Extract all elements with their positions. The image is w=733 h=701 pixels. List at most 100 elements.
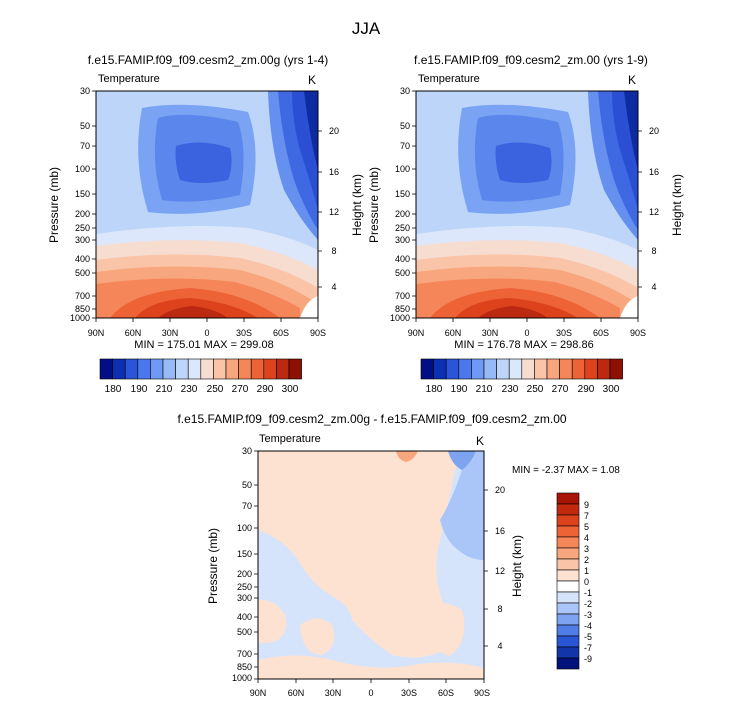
y-tick-labels: 30 50 70 100 150 200 250 300 400 500 700… [390,86,410,323]
colorbar-labels: 180 190 210 230 250 270 290 300 [426,384,620,395]
x-tick-label: 30S [236,328,252,338]
colorbar-swatch [150,358,164,380]
x-tick-label: 30S [556,328,572,338]
x-tick-label: 30N [325,688,342,698]
y-tick-label: 1000 [70,313,90,323]
x-tick-label: 60N [445,328,462,338]
x-tick-label: 60S [593,328,609,338]
colorbar-swatch [556,580,580,593]
y-tick-labels-right: 20 16 12 8 4 [649,126,659,292]
y-axis-label: Pressure (mb) [367,167,381,243]
colorbar-label: 190 [451,384,468,395]
y-tick-label: 300 [395,235,410,245]
colorbar-label: -5 [584,632,592,642]
height-tick-label: 20 [649,126,659,136]
y-tick-label: 200 [237,569,252,579]
colorbar-label: -4 [584,621,592,631]
min-max-stats: MIN = 175.01 MAX = 299.08 [134,339,273,351]
contour-band [396,451,418,462]
x-tick-label: 30S [401,688,417,698]
y-tick-label: 1000 [390,313,410,323]
colorbar-swatch [556,547,580,560]
colorbar-swatch [556,503,580,516]
y-axis-label: Pressure (mb) [206,528,220,604]
colorbar-swatch [483,358,497,380]
panel-title: f.e15.FAMIP.f09_f09.cesm2_zm.00 (yrs 1-9… [414,53,648,67]
panel-units-label: K [476,434,484,448]
y-tick-label: 200 [75,209,90,219]
y-tick-label: 250 [237,582,252,592]
y-tick-labels-right: 20 16 12 8 4 [329,126,339,292]
y-tick-label: 200 [395,209,410,219]
height-tick-label: 16 [329,167,339,177]
y-tick-label: 700 [75,291,90,301]
panel-model-yrs-1-9: f.e15.FAMIP.f09_f09.cesm2_zm.00 (yrs 1-9… [367,53,684,395]
contour-band [624,91,638,170]
y-tick-label: 30 [400,86,410,96]
colorbar-swatch [556,624,580,637]
y-tick-label: 500 [395,268,410,278]
x-tick-label: 0 [524,328,529,338]
colorbar-swatch [508,358,523,380]
colorbar-swatch [263,358,277,380]
colorbar-label: 190 [131,384,148,395]
colorbar-label: 270 [552,384,569,395]
contour-band [478,306,548,318]
colorbar-swatches [556,492,580,670]
y-tick-label: 700 [237,649,252,659]
colorbar-swatch [556,536,580,549]
tick-marks [412,90,642,322]
y-tick-label: 30 [242,446,252,456]
colorbar-swatch [238,358,252,380]
panel-left-label: Temperature [98,73,160,85]
contour-band [175,142,232,183]
y-tick-label: 400 [395,254,410,264]
colorbar-label: 290 [257,384,274,395]
colorbar-label: 3 [584,544,589,554]
panel-title: f.e15.FAMIP.f09_f09.cesm2_zm.00g (yrs 1-… [88,53,329,67]
colorbar-label: 4 [584,533,589,543]
y-tick-labels: 30 50 70 100 150 200 250 300 400 500 700… [70,86,90,323]
colorbar-swatch [556,635,580,648]
y-tick-label: 700 [395,291,410,301]
y-tick-label: 50 [400,121,410,131]
y-tick-label: 850 [237,662,252,672]
colorbar-swatch [112,358,126,380]
contour-field [416,91,638,318]
contour-band [420,603,465,656]
x-tick-label: 0 [368,688,373,698]
x-tick-label: 60N [288,688,305,698]
colorbar-swatch [187,358,202,380]
colorbar-label: -9 [584,654,592,664]
colorbar-swatch [496,358,510,380]
y-tick-labels: 30 50 70 100 150 200 250 300 400 500 700… [232,446,252,683]
contour-band [448,451,476,470]
x-tick-label: 30N [162,328,179,338]
panel-units-label: K [308,73,316,87]
colorbar-swatch [162,358,176,380]
colorbar-label: 0 [584,577,589,587]
y-tick-label: 150 [395,189,410,199]
colorbar-swatch [556,613,580,626]
y-tick-label: 250 [395,223,410,233]
colorbar-label: 210 [476,384,493,395]
y-tick-label: 1000 [232,673,252,683]
panel-model-yrs-1-4: f.e15.FAMIP.f09_f09.cesm2_zm.00g (yrs 1-… [47,53,364,395]
colorbar-swatch [546,358,560,380]
y-axis-label-right: Height (km) [510,535,524,597]
y-tick-label: 500 [75,268,90,278]
colorbar-label: -1 [584,588,592,598]
height-tick-label: 12 [649,207,659,217]
colorbar-swatch [420,358,434,380]
y-tick-labels-right: 20 16 12 8 4 [495,485,505,651]
y-tick-label: 70 [80,141,90,151]
y-tick-label: 30 [80,86,90,96]
colorbar-label: -7 [584,643,592,653]
colorbar-labels: 180 190 210 230 250 270 290 300 [105,384,299,395]
colorbar-swatches [99,358,302,380]
colorbar-label: 300 [282,384,299,395]
contour-field [96,91,318,318]
colorbar-swatch [99,358,113,380]
colorbar-swatch [250,358,265,380]
